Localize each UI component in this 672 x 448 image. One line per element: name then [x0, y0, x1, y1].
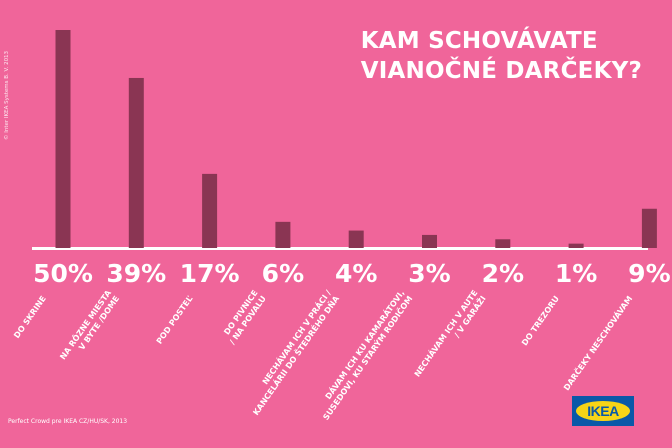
- value-label-1: 39%: [106, 259, 166, 288]
- bar-0: [55, 30, 71, 248]
- chart-title-line-1: KAM SCHOVÁVATE: [360, 28, 598, 54]
- value-label-6: 2%: [482, 259, 524, 288]
- category-label-8-line-0: DARČEKY NESCHOVÁVAM: [560, 293, 634, 392]
- category-label-6: NECHÁVAM ICH V AUTE/ V GARÁŽI: [411, 287, 488, 378]
- value-label-4: 4%: [335, 259, 377, 288]
- category-label-7-line-0: DO TREZORU: [520, 294, 561, 347]
- category-label-8: DARČEKY NESCHOVÁVAM: [560, 293, 634, 392]
- bar-1: [128, 77, 144, 249]
- category-label-4-line-0: NECHÁVAM ICH V PRÁCI /: [259, 287, 333, 386]
- category-label-6-line-0: NECHÁVAM ICH V AUTE: [411, 287, 479, 378]
- category-label-7: DO TREZORU: [520, 294, 561, 347]
- category-label-2-line-0: POD POSTEĽ: [155, 294, 195, 345]
- category-label-5-line-1: SUSEDOVI, KU STARÝM RODIČOM: [320, 293, 415, 422]
- value-label-8: 9%: [628, 259, 670, 288]
- category-label-3: DO PIVNICE/ NA POVALU: [222, 289, 268, 347]
- chart-title-line-2: VIANOČNÉ DARČEKY?: [360, 58, 642, 84]
- bar-2: [202, 173, 218, 248]
- bar-4: [348, 230, 364, 248]
- category-label-0-line-0: DO SKRINE: [12, 294, 48, 340]
- category-label-0: DO SKRINE: [12, 294, 48, 340]
- value-label-7: 1%: [555, 259, 597, 288]
- bar-8: [641, 208, 657, 248]
- bar-5: [422, 234, 437, 248]
- category-label-2: POD POSTEĽ: [155, 294, 195, 345]
- bar-7: [568, 243, 584, 248]
- value-labels-group: 50% 39% 17% 6% 4% 3% 2% 1% 9%: [33, 259, 671, 288]
- ikea-logo-text: IKEA: [587, 403, 619, 419]
- value-label-0: 50%: [33, 259, 93, 288]
- value-label-3: 6%: [262, 259, 304, 288]
- bars-group: [55, 30, 657, 249]
- credit-note: Perfect Crowd pre IKEA CZ/HU/SK, 2013: [8, 418, 128, 425]
- ikea-logo-oval: [576, 401, 630, 421]
- bar-3: [275, 221, 291, 248]
- ikea-logo: IKEA: [572, 396, 634, 426]
- bar-6: [495, 239, 511, 248]
- value-label-2: 17%: [180, 259, 240, 288]
- chart-title: KAM SCHOVÁVATE VIANOČNÉ DARČEKY?: [361, 26, 642, 86]
- value-label-5: 3%: [408, 259, 450, 288]
